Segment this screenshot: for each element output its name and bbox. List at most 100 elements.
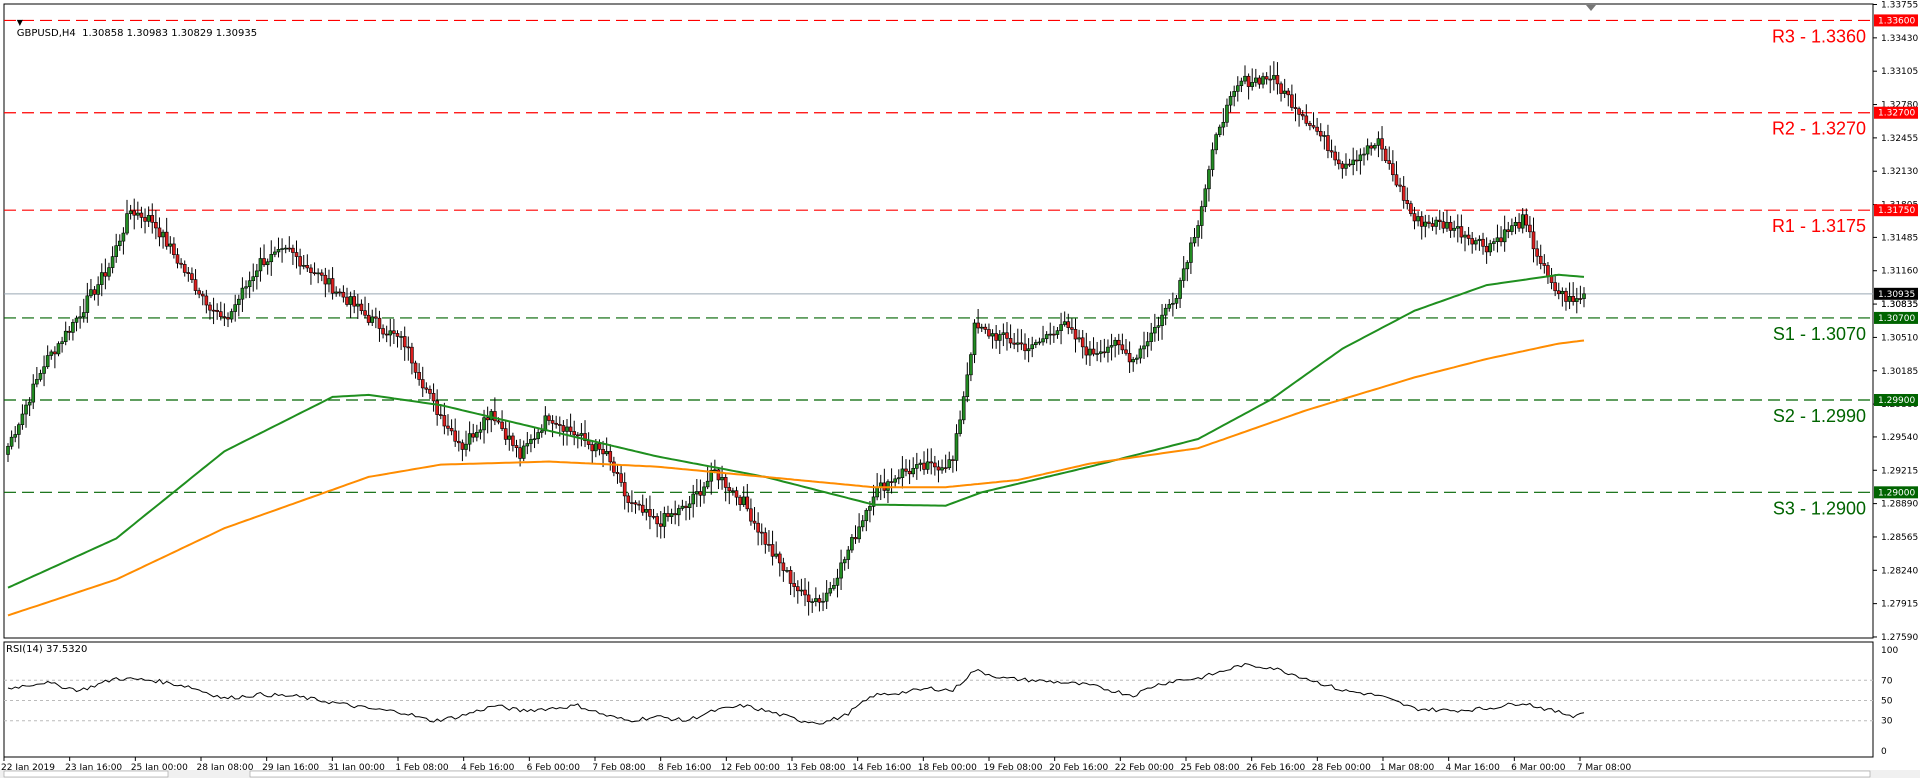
candle-body xyxy=(291,247,295,253)
candle-body xyxy=(1052,333,1056,336)
candle-body xyxy=(388,330,393,336)
candle-body xyxy=(1275,75,1280,85)
candle-body xyxy=(658,523,663,527)
candle-body xyxy=(345,296,349,305)
main-price-pane[interactable] xyxy=(3,3,1874,639)
candle-body xyxy=(911,468,916,475)
candle-body xyxy=(947,459,952,469)
candle-body xyxy=(568,426,573,432)
candle-body xyxy=(287,247,292,250)
x-tick-label: 31 Jan 00:00 xyxy=(328,763,385,773)
candle-body xyxy=(691,493,696,505)
x-tick-label: 6 Feb 00:00 xyxy=(527,763,581,773)
candle-body xyxy=(1434,219,1438,227)
candle-body xyxy=(933,462,937,468)
candle-body xyxy=(1531,231,1536,250)
candle-body xyxy=(1492,241,1496,244)
candle-body xyxy=(42,366,46,374)
x-tick-label: 19 Feb 08:00 xyxy=(983,763,1042,773)
candle-body xyxy=(604,451,609,455)
candle-body xyxy=(110,256,115,268)
candle-body xyxy=(1012,342,1016,345)
candle-body xyxy=(1207,169,1211,190)
candle-body xyxy=(597,443,602,450)
candle-body xyxy=(1477,238,1482,241)
candle-body xyxy=(1131,359,1135,363)
candle-body xyxy=(662,513,667,527)
level-tag-s3 xyxy=(1874,486,1918,499)
candle-body xyxy=(1225,104,1229,123)
candle-body xyxy=(1499,237,1503,243)
collapse-triangle-icon[interactable]: ▼ xyxy=(16,18,23,27)
scrollbar-track[interactable] xyxy=(249,770,1871,778)
candle-body xyxy=(695,491,699,495)
candle-body xyxy=(536,432,540,440)
candle-body xyxy=(976,322,980,329)
candle-body xyxy=(233,304,238,312)
candle-body xyxy=(475,432,479,438)
symbol-line: GBPUSD,H4 1.30858 1.30983 1.30829 1.3093… xyxy=(16,28,258,39)
candle-body xyxy=(132,210,137,216)
candle-body xyxy=(298,256,302,267)
candle-body xyxy=(1192,237,1197,244)
candle-body xyxy=(1463,234,1467,238)
level-label-s3: S3 - 1.2900 xyxy=(1773,498,1866,518)
chart-shift-marker-icon[interactable] xyxy=(1586,5,1596,11)
rsi-tick-label: 0 xyxy=(1881,747,1887,757)
y-tick-label: 1.31485 xyxy=(1881,233,1918,243)
candle-body xyxy=(990,333,995,337)
candle-body xyxy=(31,383,36,403)
candle-body xyxy=(363,310,367,316)
candle-body xyxy=(410,346,414,364)
x-tick-label: 28 Feb 00:00 xyxy=(1312,763,1371,773)
candle-body xyxy=(799,589,804,592)
candle-body xyxy=(1181,268,1186,281)
candle-body xyxy=(1556,290,1561,295)
candle-body xyxy=(237,298,241,305)
candle-body xyxy=(1452,227,1456,231)
candle-body xyxy=(839,562,843,579)
candle-body xyxy=(666,513,670,517)
rsi-indicator-pane[interactable] xyxy=(3,641,1874,758)
candle-body xyxy=(857,526,861,540)
candle-body xyxy=(1326,135,1330,151)
candle-body xyxy=(1070,327,1074,330)
candle-body xyxy=(1574,298,1579,302)
candle-body xyxy=(1279,83,1283,94)
candle-body xyxy=(60,341,64,344)
candle-body xyxy=(485,417,490,421)
scrollbar-thumb-left[interactable] xyxy=(3,770,169,778)
candle-body xyxy=(1189,242,1193,263)
level-tag-text: 1.33600 xyxy=(1878,16,1915,26)
candle-body xyxy=(1239,80,1244,87)
candle-body xyxy=(1153,327,1157,334)
candle-body xyxy=(218,311,223,317)
candle-body xyxy=(395,333,400,337)
candle-body xyxy=(601,448,605,455)
candle-body xyxy=(1448,221,1453,231)
candle-body xyxy=(676,508,681,516)
rsi-tick-label: 50 xyxy=(1881,697,1893,707)
candle-body xyxy=(1030,344,1035,350)
candle-body xyxy=(1528,224,1532,233)
candle-body xyxy=(1481,238,1485,247)
candle-body xyxy=(1073,329,1078,340)
candle-body xyxy=(334,291,338,294)
candle-body xyxy=(842,559,847,564)
candle-body xyxy=(24,404,28,415)
candle-body xyxy=(1026,348,1031,352)
candle-body xyxy=(1178,280,1182,299)
candle-body xyxy=(741,496,746,505)
candle-body xyxy=(255,270,259,278)
candle-body xyxy=(146,215,151,222)
candle-body xyxy=(814,598,818,602)
x-tick-label: 1 Feb 08:00 xyxy=(395,763,449,773)
candle-body xyxy=(471,433,476,438)
candle-body xyxy=(496,420,501,423)
candle-body xyxy=(280,248,284,250)
candle-body xyxy=(352,296,357,307)
candle-body xyxy=(1246,75,1251,87)
candle-body xyxy=(1102,351,1107,354)
